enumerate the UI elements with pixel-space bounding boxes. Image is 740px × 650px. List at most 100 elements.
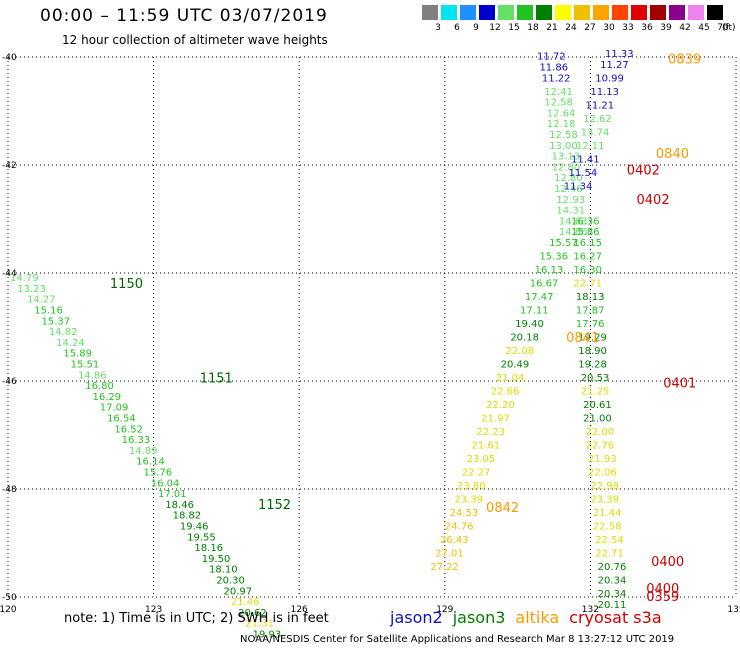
wave-height-label: 13.23	[17, 284, 46, 295]
wave-height-label: 15.37	[42, 316, 71, 327]
colorbar-unit: (ft)	[722, 23, 736, 33]
colorbar-swatch	[460, 5, 476, 20]
pass-time-label: 0400	[646, 582, 679, 597]
wave-height-label: 13.74	[581, 127, 610, 138]
y-tick-label: -44	[2, 269, 17, 279]
wave-height-label: 10.99	[595, 73, 624, 84]
colorbar-swatch	[555, 5, 571, 20]
wave-height-label: 19.93	[253, 630, 282, 641]
colorbar-tick-label: 42	[679, 23, 691, 33]
wave-height-label: 11.13	[590, 87, 619, 98]
wave-height-label: 18.90	[578, 346, 607, 357]
pass-time-label: 0840	[656, 147, 689, 162]
colorbar-tick-label: 30	[603, 23, 615, 33]
wave-height-label: 15.86	[571, 227, 600, 238]
wave-height-label: 20.30	[216, 576, 245, 587]
wave-height-label: 14.86	[559, 227, 588, 238]
wave-height-label: 15.57	[549, 238, 578, 249]
pass-time-label: 0359	[646, 590, 679, 605]
x-tick-label: 123	[145, 605, 162, 615]
colorbar-swatch	[650, 5, 666, 20]
wave-height-label: 11.22	[542, 73, 571, 84]
footer-credit: NOAA/NESDIS Center for Satellite Applica…	[240, 634, 675, 645]
wave-height-label: 17.11	[520, 306, 549, 317]
wave-height-label: 16.80	[85, 381, 114, 392]
wave-height-label: 27.22	[430, 562, 459, 573]
colorbar-tick-label: 18	[527, 23, 539, 33]
wave-height-label: 15.89	[63, 349, 92, 360]
wave-height-label: 16.52	[114, 424, 143, 435]
colorbar-swatch	[517, 5, 533, 20]
colorbar-swatch	[422, 5, 438, 20]
wave-height-label: 12.11	[576, 141, 605, 152]
wave-height-label: 19.46	[180, 522, 209, 533]
wave-height-label: 16.33	[122, 435, 151, 446]
pass-time-label: 0839	[668, 53, 701, 68]
wave-height-label: 18.82	[173, 511, 202, 522]
wave-height-label: 21.46	[231, 597, 260, 608]
wave-height-label: 14.63	[559, 216, 588, 227]
wave-height-label: 11.72	[537, 52, 566, 63]
wave-height-label: 26.43	[440, 535, 469, 546]
wave-height-label: 19.28	[578, 360, 607, 371]
wave-height-label: 23.39	[590, 495, 619, 506]
wave-height-label: 14.24	[56, 338, 85, 349]
wave-height-label: 22.58	[593, 522, 622, 533]
colorbar-tick-label: 36	[641, 23, 653, 33]
wave-height-label: 12.80	[552, 162, 581, 173]
wave-height-label: 22.00	[586, 427, 615, 438]
colorbar-swatch	[536, 5, 552, 20]
colorbar-swatch	[688, 5, 704, 20]
colorbar-tick-label: 24	[565, 23, 577, 33]
pass-time-label: 0842	[486, 501, 519, 516]
legend-entry: jason3	[452, 608, 506, 627]
pass-time-label: 0400	[651, 555, 684, 570]
wave-height-label: 20.34	[598, 589, 627, 600]
colorbar-swatch	[479, 5, 495, 20]
wave-height-label: 18.13	[576, 292, 605, 303]
y-tick-label: -48	[2, 485, 17, 495]
wave-height-label: 11.27	[600, 60, 629, 71]
wave-height-label: 12.41	[544, 87, 573, 98]
wave-height-label: 20.18	[510, 333, 539, 344]
colorbar-tick-label: 21	[546, 23, 558, 33]
wave-height-label: 17.87	[576, 306, 605, 317]
wave-height-label: 16.67	[530, 279, 559, 290]
colorbar-tick-label: 12	[489, 23, 501, 33]
wave-height-label: 17.76	[576, 319, 605, 330]
wave-height-label: 27.01	[435, 549, 464, 560]
x-tick-label: 129	[436, 605, 453, 615]
wave-height-label: 22.08	[505, 346, 534, 357]
wave-height-label: 16.04	[151, 478, 180, 489]
wave-height-label: 11.86	[539, 63, 568, 74]
colorbar-swatch	[441, 5, 457, 20]
page-title: 00:00 – 11:59 UTC 03/07/2019	[40, 6, 328, 26]
colorbar-swatch	[669, 5, 685, 20]
wave-height-label: 11.33	[605, 49, 634, 60]
wave-height-label: 14.82	[49, 327, 78, 338]
x-tick-label: 135	[727, 605, 740, 615]
wave-height-label: 18.46	[165, 500, 194, 511]
y-tick-label: -46	[2, 377, 17, 387]
y-tick-label: -50	[2, 593, 17, 603]
legend-entry: jason2	[390, 608, 443, 627]
wave-height-label: 16.14	[136, 457, 165, 468]
wave-height-label: 16.36	[571, 216, 600, 227]
wave-height-label: 12.46	[554, 184, 583, 195]
colorbar-tick-label: 27	[584, 23, 596, 33]
wave-height-label: 17.09	[100, 403, 129, 414]
colorbar-tick-label: 33	[622, 23, 634, 33]
legend-entry: altika	[515, 608, 560, 627]
wave-height-label: 20.53	[581, 373, 610, 384]
wave-height-label: 22.66	[491, 387, 520, 398]
wave-height-label: 12.58	[544, 98, 573, 109]
wave-height-label: 12.58	[549, 130, 578, 141]
wave-height-label: 20.49	[501, 360, 530, 371]
wave-height-label: 14.79	[10, 273, 39, 284]
wave-height-label: 12.93	[556, 195, 585, 206]
pass-time-label: 1150	[110, 277, 143, 292]
colorbar-swatch	[498, 5, 514, 20]
pass-time-label: 1151	[200, 371, 233, 386]
wave-height-label: 21.25	[581, 387, 610, 398]
